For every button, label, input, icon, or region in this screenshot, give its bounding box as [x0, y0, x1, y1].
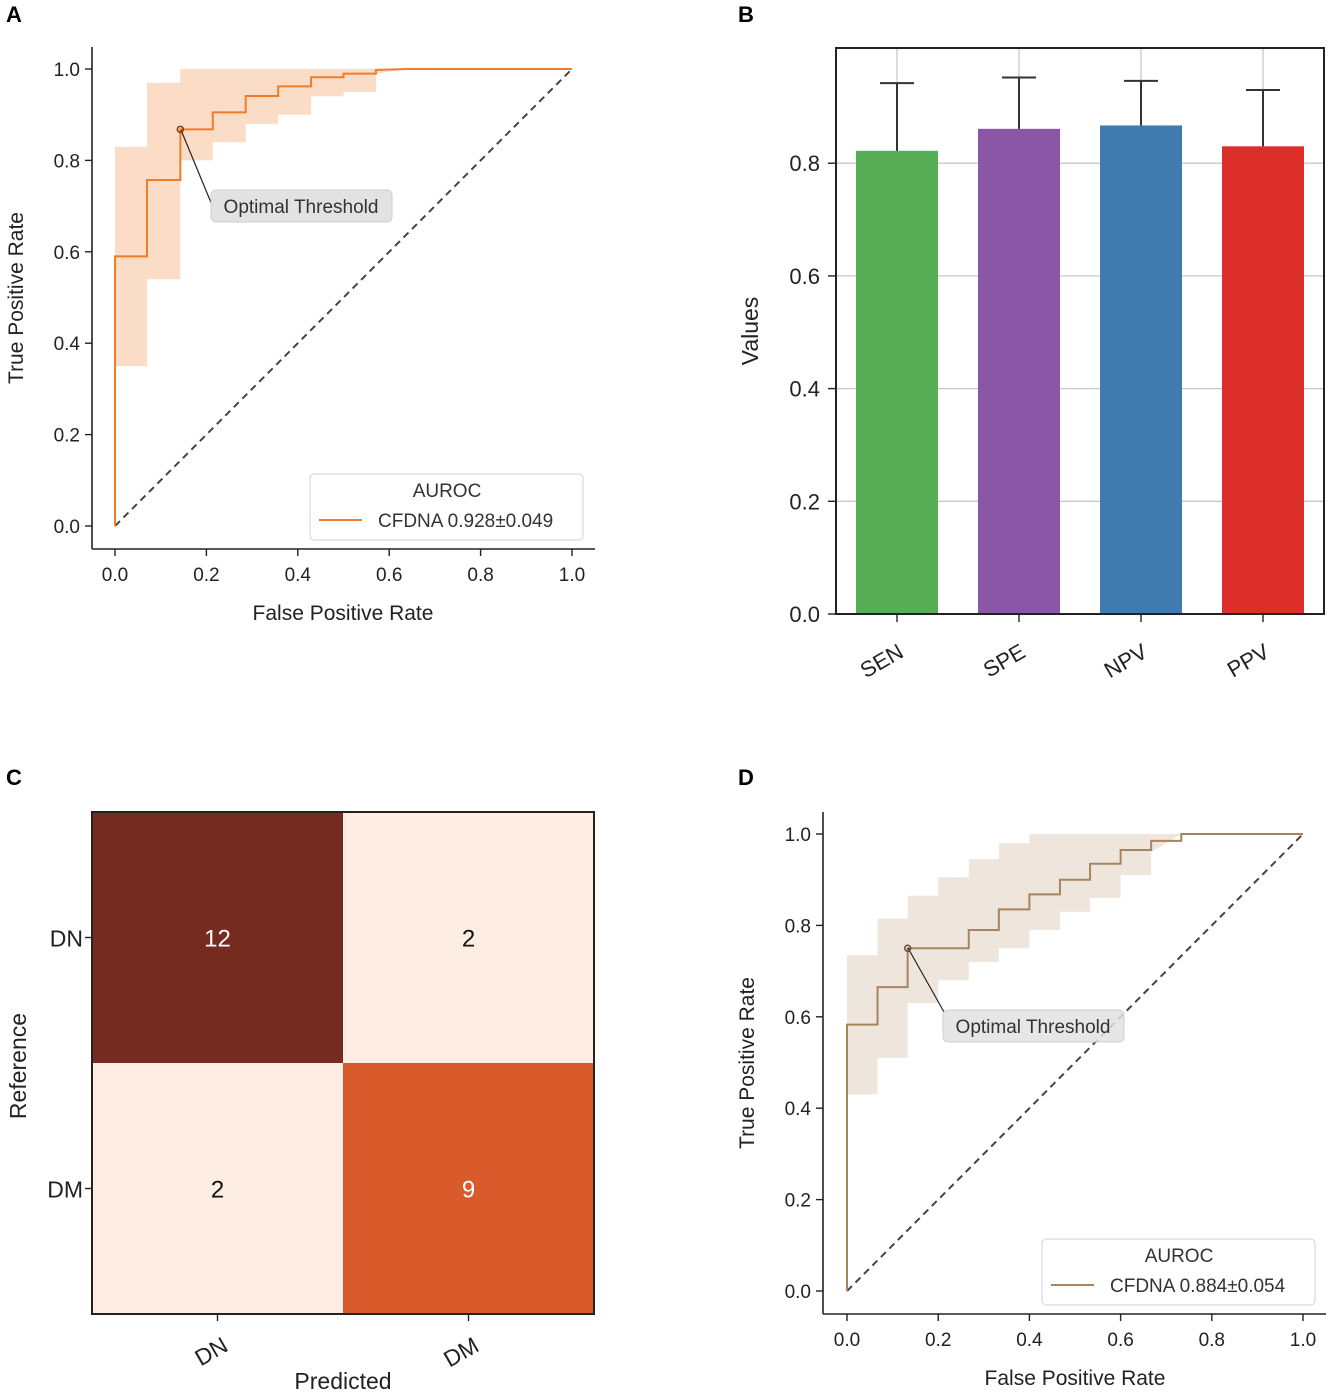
panel-d-legend-label: CFDNA 0.884±0.054 [1110, 1276, 1286, 1297]
panel-c-frame [91, 811, 595, 1315]
roc-a-annotation-arrow [180, 129, 213, 206]
x-tick-label: 0.2 [193, 565, 219, 586]
roc-d-annotation-box [942, 1009, 1125, 1043]
x-tick-label: 0.0 [102, 565, 128, 586]
panel-b-bars [856, 76, 1304, 615]
y-tick-label: 0.4 [789, 377, 820, 402]
panel-a-y-axis-label: True Positive Rate [5, 212, 28, 384]
x-tick-label: 1.0 [559, 565, 585, 586]
y-tick-label: 0.8 [789, 151, 820, 176]
bar-ppv [1222, 146, 1304, 615]
y-tick-label: 1.0 [54, 60, 80, 81]
y-tick-label: 0.2 [54, 426, 80, 447]
panel-d-y-axis-label: True Positive Rate [736, 977, 759, 1149]
row-label: DM [47, 1177, 83, 1203]
panel-d-band-layer [847, 834, 1303, 1095]
roc-a-optimal-point [176, 125, 185, 134]
roc-d-confidence-band [847, 834, 1303, 1095]
roc-a-confidence-band [115, 69, 572, 367]
panel-b-y-ticks: 0.0 0.2 0.4 0.6 0.8 [789, 151, 836, 627]
panel-c: C 12 2 2 9 DN DM DN DM Predicted Reference [5, 765, 595, 1394]
panel-d: D 0.0 0.2 0.4 0.6 0.8 1.0 0.00.20.40.60.81.0 … [736, 765, 1326, 1390]
roc-a-annotation-text: Optimal Threshold [224, 197, 379, 218]
panel-d-x-axis-label: False Positive Rate [985, 1367, 1166, 1390]
y-tick-label: 0.0 [789, 602, 820, 627]
panel-b: B 0.0 0.2 0.4 0.6 0.8 SEN SPE NPV PPV Values [737, 2, 1325, 683]
panel-a-x-ticks: 0.0 0.2 0.4 0.6 0.8 1.0 [102, 549, 585, 586]
panel-c-label: C [6, 765, 22, 790]
roc-a-annotation-box [210, 189, 393, 223]
roc-d-annotation-text: Optimal Threshold [956, 1017, 1111, 1038]
panel-a-label: A [6, 2, 22, 27]
panel-c-x-axis-label: Predicted [294, 1368, 391, 1394]
x-tick-label: 0.4 [1016, 1330, 1043, 1351]
y-tick-label: 0.0 [785, 1282, 811, 1303]
x-tick-label: 0.6 [376, 565, 402, 586]
bar-sen [856, 150, 938, 615]
panel-d-legend [1041, 1238, 1316, 1306]
panel-b-frame [835, 47, 1325, 615]
panel-a-band-layer [115, 69, 572, 367]
x-tick-label: PPV [1223, 639, 1274, 683]
x-tick-label: 0.0 [834, 1330, 860, 1351]
panel-a-legend-label: CFDNA 0.928±0.049 [378, 511, 553, 532]
cell-value: 2 [462, 926, 475, 953]
panel-a-legend [309, 473, 584, 541]
roc-d-curve [846, 833, 1303, 1291]
roc-d-annotation-arrow [907, 947, 945, 1013]
panel-d-y-ticks: 0.0 0.2 0.4 0.6 0.8 1.0 [785, 825, 823, 1303]
bar-spe [978, 128, 1060, 614]
panel-a-y-ticks: 0.0 0.2 0.4 0.6 0.8 1.0 [54, 60, 92, 538]
panel-c-y-axis-label: Reference [5, 1013, 31, 1119]
x-tick-label: 0.8 [1199, 1330, 1225, 1351]
panel-a-curve-layer [114, 68, 572, 526]
panel-b-label: B [738, 2, 754, 27]
x-tick-label: 0.2 [925, 1330, 951, 1351]
panel-a-x-axis-label: False Positive Rate [253, 602, 434, 625]
bar-npv [1100, 125, 1182, 615]
x-tick-label: 0.4 [285, 565, 312, 586]
y-tick-label: 1.0 [785, 825, 811, 846]
x-tick-label: 1.0 [1290, 1330, 1316, 1351]
panel-c-cells: 12 2 2 9 [92, 812, 594, 1314]
panel-d-x-ticks: 0.0 0.2 0.4 0.6 0.8 1.0 [834, 1314, 1316, 1351]
y-tick-label: 0.0 [54, 517, 80, 538]
cell-dm-dn [92, 1063, 343, 1314]
x-tick-label: 0.8 [467, 565, 493, 586]
y-tick-label: 0.8 [785, 916, 811, 937]
cell-value: 12 [204, 926, 231, 953]
cell-dn-dn [92, 812, 343, 1063]
panel-a: A 0.0 0.2 0.4 0.6 0.8 1.0 0.00.20.40.60.81.0 … [5, 2, 595, 625]
x-tick-label: 0.6 [1107, 1330, 1133, 1351]
y-tick-label: 0.6 [54, 243, 80, 264]
y-tick-label: 0.4 [785, 1099, 812, 1120]
x-tick-label: SEN [856, 639, 908, 683]
panel-b-y-axis-label: Values [737, 297, 763, 366]
panel-d-label: D [738, 765, 754, 790]
panel-d-legend-title: AUROC [1145, 1246, 1214, 1267]
y-tick-label: 0.6 [789, 264, 820, 289]
cell-dm-dm [343, 1063, 594, 1314]
cell-value: 2 [211, 1177, 224, 1204]
panel-b-x-ticks: SEN SPE NPV PPV [856, 614, 1274, 683]
cell-value: 9 [462, 1177, 475, 1204]
roc-a-curve [114, 68, 572, 526]
panel-a-legend-title: AUROC [413, 481, 482, 502]
x-tick-label: NPV [1100, 639, 1152, 683]
cell-dn-dm [343, 812, 594, 1063]
y-tick-label: 0.4 [54, 334, 81, 355]
col-label: DN [190, 1332, 232, 1371]
y-tick-label: 0.2 [789, 489, 820, 514]
col-label: DM [439, 1332, 483, 1372]
y-tick-label: 0.6 [785, 1008, 811, 1029]
x-tick-label: SPE [979, 639, 1030, 683]
row-label: DN [50, 926, 83, 952]
y-tick-label: 0.8 [54, 151, 80, 172]
roc-d-optimal-point [903, 944, 912, 952]
panel-d-curve-layer [846, 833, 1303, 1291]
y-tick-label: 0.2 [785, 1191, 811, 1212]
